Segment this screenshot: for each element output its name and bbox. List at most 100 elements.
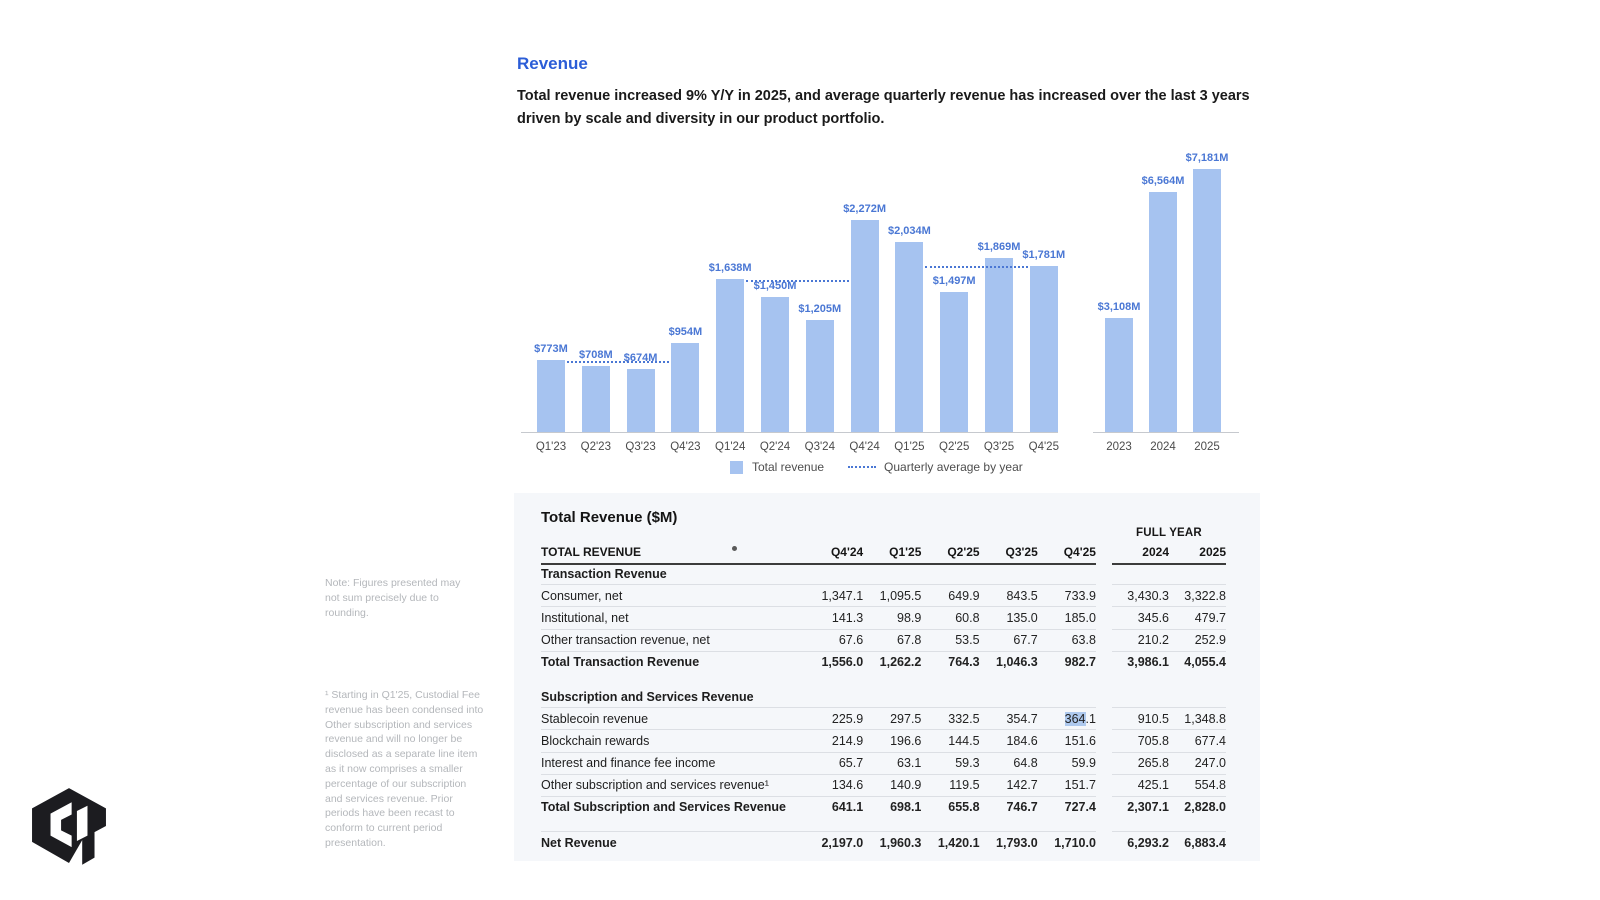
cell: 53.5 (955, 633, 980, 648)
row-label: Consumer, net (541, 588, 623, 603)
cell: 184.6 (1006, 733, 1038, 748)
bar-Q2'25 (940, 292, 969, 432)
row-spacer (541, 673, 1226, 686)
column-gap (1096, 652, 1112, 673)
row-main-segment: Stablecoin revenue 225.9 297.5 332.5 354.7 36… (541, 708, 1096, 731)
row-label: TOTAL REVENUE (541, 545, 642, 559)
cell: 910.5 (1137, 711, 1169, 726)
cell: 2,197.0 (821, 835, 864, 850)
cell: 677.4 (1194, 733, 1226, 748)
bar-Q3'25 (985, 257, 1013, 432)
row-label: Total Transaction Revenue (541, 655, 700, 670)
axis-label-Q4'24: Q4'24 (849, 441, 880, 453)
full-year-group-label: FULL YEAR (1136, 527, 1202, 539)
cell: 151.7 (1064, 778, 1096, 793)
cell: 65.7 (838, 756, 864, 771)
section-heading: Revenue (517, 54, 588, 73)
axis-label-Q3'23: Q3'23 (625, 441, 656, 453)
cell: 63.1 (897, 756, 922, 771)
cell: 345.6 (1137, 610, 1169, 625)
bar-value-label: $1,869M (977, 240, 1021, 253)
chart-baseline (1093, 432, 1239, 433)
cell: Q2'25 (947, 545, 980, 559)
chart-legend: Total revenue Quarterly average by year (730, 460, 1023, 474)
bar-2023 (1105, 318, 1133, 432)
table-title: Total Revenue ($M) (541, 509, 678, 526)
table-row: Stablecoin revenue 225.9 297.5 332.5 354.7 36… (541, 708, 1226, 731)
cell: 746.7 (1006, 800, 1038, 815)
cell: 733.9 (1064, 588, 1096, 603)
cell: 982.7 (1064, 655, 1096, 670)
table-row: Institutional, net 141.3 98.9 60.8 135.0 185.… (541, 607, 1226, 630)
cell: 196.6 (890, 733, 922, 748)
bar-value-label: $708M (578, 348, 613, 361)
cell: 210.2 (1137, 633, 1169, 648)
bar-value-label: $2,272M (843, 203, 886, 216)
cell: 63.8 (1071, 633, 1096, 648)
cell: 59.3 (955, 756, 980, 771)
column-gap (1096, 630, 1112, 651)
cell: 2025 (1199, 545, 1226, 559)
total-revenue-table: Total Revenue ($M) FULL YEAR TOTAL REVEN… (514, 493, 1260, 861)
bar-value-label: $3,108M (1097, 301, 1141, 314)
cell: Q4'25 (1063, 545, 1096, 559)
cell: 641.1 (831, 800, 864, 815)
cell: 67.7 (1013, 633, 1038, 648)
row-label: Other subscription and services revenue¹ (541, 778, 769, 793)
row-main-segment: Other transaction revenue, net 67.6 67.8 53… (541, 630, 1096, 652)
axis-label-2025: 2025 (1194, 441, 1220, 453)
table-row: Subscription and Services Revenue (541, 686, 1226, 709)
cell: 705.8 (1137, 733, 1169, 748)
column-gap (1096, 541, 1112, 563)
bar-value-label: $954M (668, 326, 703, 338)
column-gap (1096, 708, 1112, 729)
cell: 119.5 (949, 778, 980, 793)
custodial-fee-footnote: ¹ Starting in Q1'25, Custodial Fee reven… (325, 689, 484, 849)
cell: 67.6 (838, 633, 864, 648)
row-main-segment: Total Subscription and Services Revenue 6… (541, 797, 1096, 818)
cell: Q4'24 (830, 545, 864, 559)
bar-value-label: $1,205M (798, 302, 842, 315)
row-fullyear-segment: 6,293.2 6,883.4 (1112, 831, 1226, 853)
cell-text: .1 (1085, 711, 1096, 726)
row-main-segment: Subscription and Services Revenue (541, 686, 1096, 709)
cell: 214.9 (831, 733, 864, 748)
cell: 3,986.1 (1127, 655, 1169, 670)
cell: 1,793.0 (996, 835, 1038, 850)
row-main-segment: Other subscription and services revenue¹… (541, 775, 1096, 797)
bar-2025 (1193, 169, 1221, 432)
cell: 225.9 (831, 711, 864, 726)
cell: 142.7 (1006, 778, 1038, 793)
row-fullyear-segment (1112, 686, 1226, 709)
table-row: Total Subscription and Services Revenue 6… (541, 797, 1226, 818)
row-fullyear-segment: 210.2 252.9 (1112, 630, 1226, 652)
column-gap (1096, 730, 1112, 751)
row-main-segment: TOTAL REVENUE Q4'24 Q1'25 Q2'25 Q3'25 Q4'25 (541, 541, 1096, 565)
table-body: Transaction Revenue Consumer, net 1,347.1 1… (541, 563, 1226, 853)
cell: 151.6 (1064, 733, 1096, 748)
cell: 1,348.8 (1184, 711, 1226, 726)
cell: 98.9 (897, 610, 922, 625)
cell: 60.8 (955, 610, 980, 625)
cell: 554.8 (1194, 778, 1226, 793)
cell: 332.5 (948, 711, 980, 726)
cell: 252.9 (1194, 633, 1226, 648)
table-row: Interest and finance fee income 65.7 63.1 5… (541, 753, 1226, 775)
cell: 59.9 (1071, 756, 1096, 771)
cell: 764.3 (948, 655, 980, 670)
cursor-dot (732, 546, 737, 551)
axis-label-Q4'25: Q4'25 (1028, 441, 1059, 453)
bar-Q3'23 (626, 369, 655, 432)
bar-Q4'25 (1029, 265, 1058, 432)
yearly-bar-group: $3,108M 2023 $6,564M 2024 $7,181M 2025 (1093, 150, 1239, 453)
table-row: Consumer, net 1,347.1 1,095.5 649.9 843.5 733… (541, 585, 1226, 608)
cell: 1,420.1 (937, 835, 980, 850)
bar-Q3'24 (805, 319, 834, 432)
column-gap (1096, 753, 1112, 774)
cell: 1,046.3 (996, 655, 1038, 670)
table-row: TOTAL REVENUE Q4'24 Q1'25 Q2'25 Q3'25 Q4'25 20… (541, 541, 1226, 565)
table-row: Other transaction revenue, net 67.6 67.8 53… (541, 630, 1226, 652)
column-gap (1096, 775, 1112, 796)
bar-Q1'23 (537, 359, 565, 432)
